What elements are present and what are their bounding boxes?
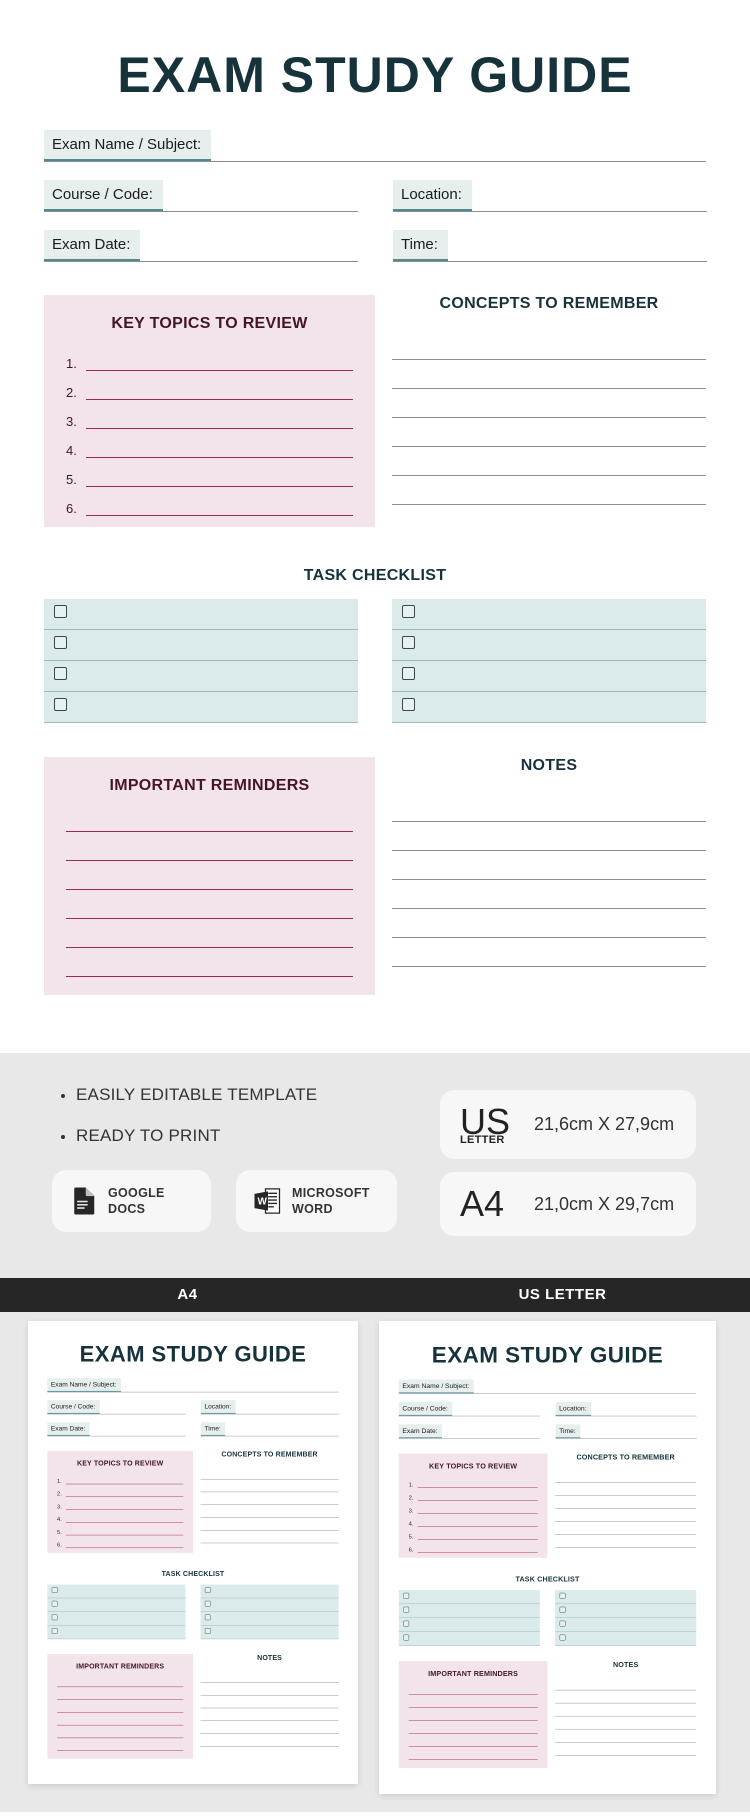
svg-text:W: W — [258, 1196, 268, 1207]
